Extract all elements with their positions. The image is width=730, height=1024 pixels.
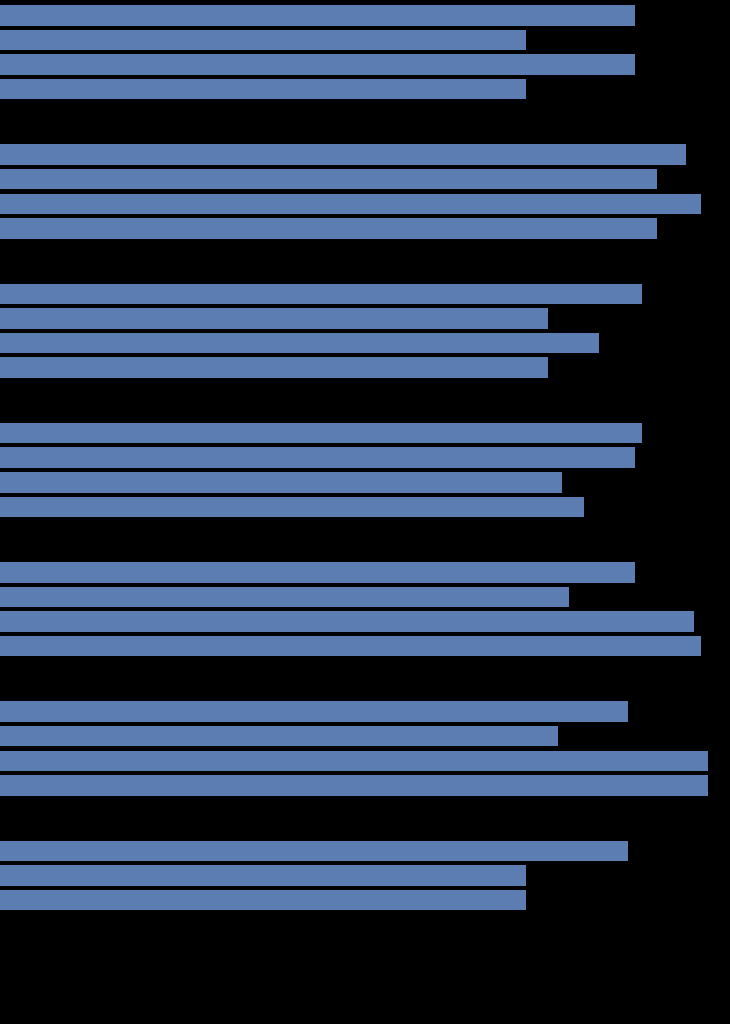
- Bar: [0, 611, 694, 632]
- Bar: [0, 357, 548, 378]
- Bar: [0, 54, 635, 75]
- Bar: [0, 144, 686, 165]
- Bar: [0, 562, 635, 583]
- Bar: [0, 841, 628, 861]
- Bar: [0, 194, 701, 214]
- Bar: [0, 30, 526, 50]
- Bar: [0, 497, 584, 517]
- Bar: [0, 701, 628, 722]
- Bar: [0, 333, 599, 353]
- Bar: [0, 5, 635, 26]
- Bar: [0, 775, 708, 796]
- Bar: [0, 587, 569, 607]
- Bar: [0, 751, 708, 771]
- Bar: [0, 636, 701, 656]
- Bar: [0, 169, 657, 189]
- Bar: [0, 218, 657, 239]
- Bar: [0, 865, 526, 886]
- Bar: [0, 890, 526, 910]
- Bar: [0, 472, 562, 493]
- Bar: [0, 308, 548, 329]
- Bar: [0, 284, 642, 304]
- Bar: [0, 79, 526, 99]
- Bar: [0, 447, 635, 468]
- Bar: [0, 726, 558, 746]
- Bar: [0, 423, 642, 443]
